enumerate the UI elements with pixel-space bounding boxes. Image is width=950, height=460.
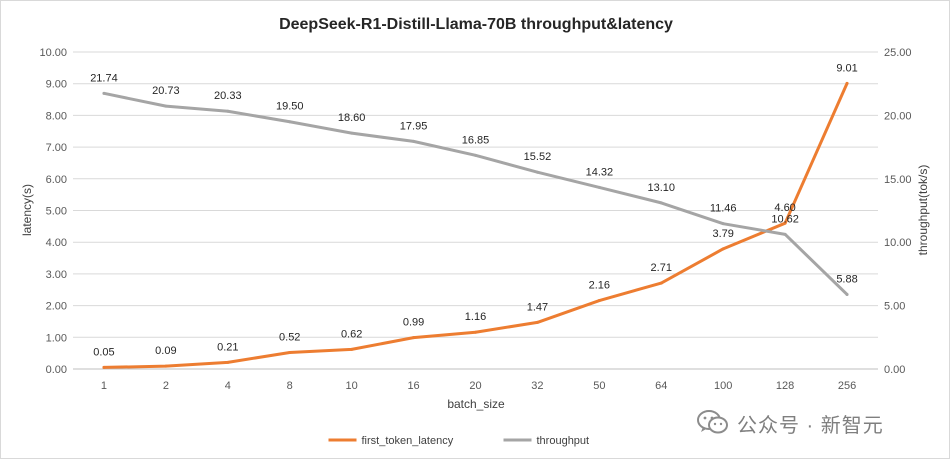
data-label: 10.62 <box>771 213 799 225</box>
legend-label: first_token_latency <box>362 435 454 447</box>
legend: first_token_latency throughput <box>328 435 590 447</box>
y-tick-label: 1.00 <box>46 332 67 344</box>
series-layer <box>102 81 849 369</box>
data-label: 5.88 <box>836 273 857 285</box>
y-tick-label: 2.00 <box>46 301 67 313</box>
y-tick-label: 5.00 <box>46 206 67 218</box>
data-label: 20.73 <box>152 85 180 97</box>
data-label: 1.47 <box>527 301 548 313</box>
data-point <box>474 153 477 157</box>
axes: 0.00 1.00 2.00 3.00 4.00 5.00 6.00 7.00 8.00 9.00… <box>39 47 911 392</box>
y-tick-label: 6.00 <box>46 174 67 186</box>
y-tick-label: 0.00 <box>46 364 67 376</box>
data-point <box>845 81 849 85</box>
data-point <box>226 109 230 113</box>
x-tick-label: 20 <box>469 380 481 392</box>
data-label: 0.21 <box>217 341 238 353</box>
x-tick-label: 100 <box>714 380 732 392</box>
data-label: 9.01 <box>836 62 857 74</box>
x-tick-label: 8 <box>287 380 293 392</box>
x-tick-label: 1 <box>101 380 107 392</box>
series-line-throughput <box>102 91 849 296</box>
data-point <box>659 201 663 205</box>
data-label: 0.09 <box>155 345 176 357</box>
data-point <box>102 91 106 95</box>
data-point <box>474 330 477 334</box>
data-point <box>783 221 787 225</box>
data-label: 19.50 <box>276 101 304 113</box>
gridlines <box>73 51 878 338</box>
data-point <box>164 104 168 108</box>
x-tick-label: 16 <box>407 380 419 392</box>
data-label: 18.60 <box>338 112 366 124</box>
data-label: 0.05 <box>93 346 114 358</box>
data-point <box>535 320 539 324</box>
y2-tick-label: 0.00 <box>884 364 905 376</box>
y2-tick-label: 20.00 <box>884 110 912 122</box>
data-point <box>597 299 601 303</box>
data-point <box>535 170 539 174</box>
y-axis-title: latency(s) <box>20 184 34 236</box>
y-tick-label: 7.00 <box>46 142 67 154</box>
data-point <box>597 185 601 189</box>
data-point <box>783 232 787 236</box>
y-tick-label: 10.00 <box>39 47 67 59</box>
data-point <box>721 247 725 251</box>
data-point <box>288 120 292 124</box>
data-label: 20.33 <box>214 90 242 102</box>
x-tick-label: 50 <box>593 380 605 392</box>
data-point <box>164 364 168 368</box>
chart-title: DeepSeek-R1-Distill-Llama-70B throughput… <box>279 16 673 33</box>
data-point <box>350 131 354 135</box>
data-label: 2.71 <box>651 262 672 274</box>
legend-label: throughput <box>537 435 590 447</box>
data-label: 16.85 <box>462 134 490 146</box>
data-point <box>845 292 849 296</box>
y2-tick-label: 25.00 <box>884 47 912 59</box>
y2-tick-label: 5.00 <box>884 301 905 313</box>
x-axis-title: batch_size <box>447 397 505 411</box>
data-point <box>721 222 725 226</box>
data-label: 0.99 <box>403 317 424 329</box>
data-label: 3.79 <box>712 228 733 240</box>
data-point <box>412 336 416 340</box>
y2-axis-title: throughput(tok/s) <box>916 165 930 256</box>
watermark: 公众号 · 新智元 <box>697 405 937 441</box>
data-point <box>288 351 292 355</box>
data-point <box>412 139 416 143</box>
x-tick-label: 32 <box>531 380 543 392</box>
data-point <box>102 365 106 369</box>
x-tick-label: 2 <box>163 380 169 392</box>
data-point <box>350 347 354 351</box>
data-label: 14.32 <box>586 166 614 178</box>
x-tick-label: 4 <box>225 380 231 392</box>
data-label: 13.10 <box>648 182 676 194</box>
data-label: 0.62 <box>341 328 362 340</box>
data-label: 21.74 <box>90 72 118 84</box>
y-tick-label: 3.00 <box>46 269 67 281</box>
data-point <box>226 360 230 364</box>
y-tick-label: 8.00 <box>46 110 67 122</box>
y-tick-label: 9.00 <box>46 79 67 91</box>
data-label: 4.60 <box>774 202 795 214</box>
data-label: 15.52 <box>524 151 552 163</box>
x-tick-label: 256 <box>838 380 856 392</box>
x-tick-label: 128 <box>776 380 794 392</box>
data-label: 1.16 <box>465 311 486 323</box>
data-label: 0.52 <box>279 332 300 344</box>
x-tick-label: 64 <box>655 380 667 392</box>
watermark-text: 公众号 · 新智元 <box>737 414 884 437</box>
data-label: 2.16 <box>589 280 610 292</box>
x-tick-label: 10 <box>346 380 358 392</box>
y2-tick-label: 15.00 <box>884 174 912 186</box>
wechat-icon <box>697 410 728 434</box>
y-tick-label: 4.00 <box>46 237 67 249</box>
data-label: 11.46 <box>710 203 737 215</box>
data-label: 17.95 <box>400 120 428 132</box>
data-point <box>659 281 663 285</box>
data-labels: 0.05 0.09 0.21 0.52 0.62 0.99 1.16 1.47 2.16 2.71… <box>90 62 858 358</box>
y2-tick-label: 10.00 <box>884 237 912 249</box>
